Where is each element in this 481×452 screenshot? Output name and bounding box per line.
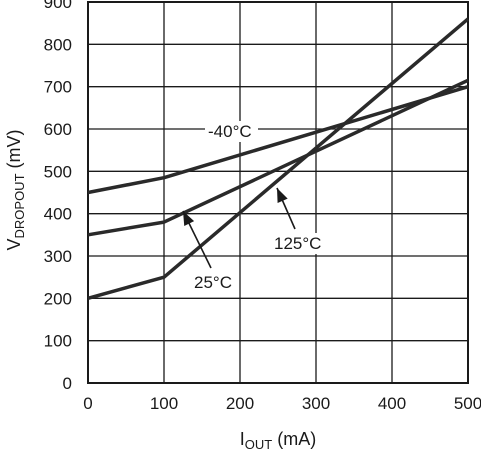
grid xyxy=(88,2,468,383)
y-tick-label: 800 xyxy=(44,35,72,54)
series-label-minus40c: -40°C xyxy=(208,122,252,141)
annotation-arrowhead xyxy=(277,188,288,204)
x-tick-labels: 0 100 200 300 400 500 xyxy=(83,394,481,413)
x-tick-label: 300 xyxy=(302,394,330,413)
annotation-label-bg xyxy=(191,272,235,293)
x-tick-label: 400 xyxy=(378,394,406,413)
y-tick-label: 900 xyxy=(44,0,72,12)
x-tick-label: 0 xyxy=(83,394,92,413)
series-lines xyxy=(87,17,470,300)
x-tick-label: 500 xyxy=(454,394,481,413)
series-label-125c: 125°C xyxy=(274,234,321,253)
annotation-arrowhead xyxy=(183,211,195,226)
y-tick-label: 100 xyxy=(44,332,72,351)
x-tick-label: 200 xyxy=(226,394,254,413)
x-axis-label: IOUT (mA) xyxy=(240,429,316,452)
y-tick-labels: 0 100 200 300 400 500 600 700 800 900 xyxy=(44,0,72,393)
y-tick-label: 500 xyxy=(44,162,72,181)
y-tick-label: 700 xyxy=(44,78,72,97)
series-line-minus40c xyxy=(87,85,469,195)
annotation-label-bg xyxy=(205,121,258,142)
annotation-label-bg xyxy=(271,233,324,254)
y-axis-label: VDROPOUT (mV) xyxy=(4,129,27,250)
y-tick-label: 0 xyxy=(63,374,72,393)
y-tick-label: 400 xyxy=(44,205,72,224)
series-annotations: -40°C 25°C 125°C xyxy=(182,121,324,293)
series-label-25c: 25°C xyxy=(194,273,232,292)
series-line-25c xyxy=(87,78,469,237)
x-tick-label: 100 xyxy=(150,394,178,413)
y-tick-label: 300 xyxy=(44,247,72,266)
y-tick-label: 600 xyxy=(44,120,72,139)
y-tick-label: 200 xyxy=(44,289,72,308)
series-line-125c xyxy=(87,17,470,300)
